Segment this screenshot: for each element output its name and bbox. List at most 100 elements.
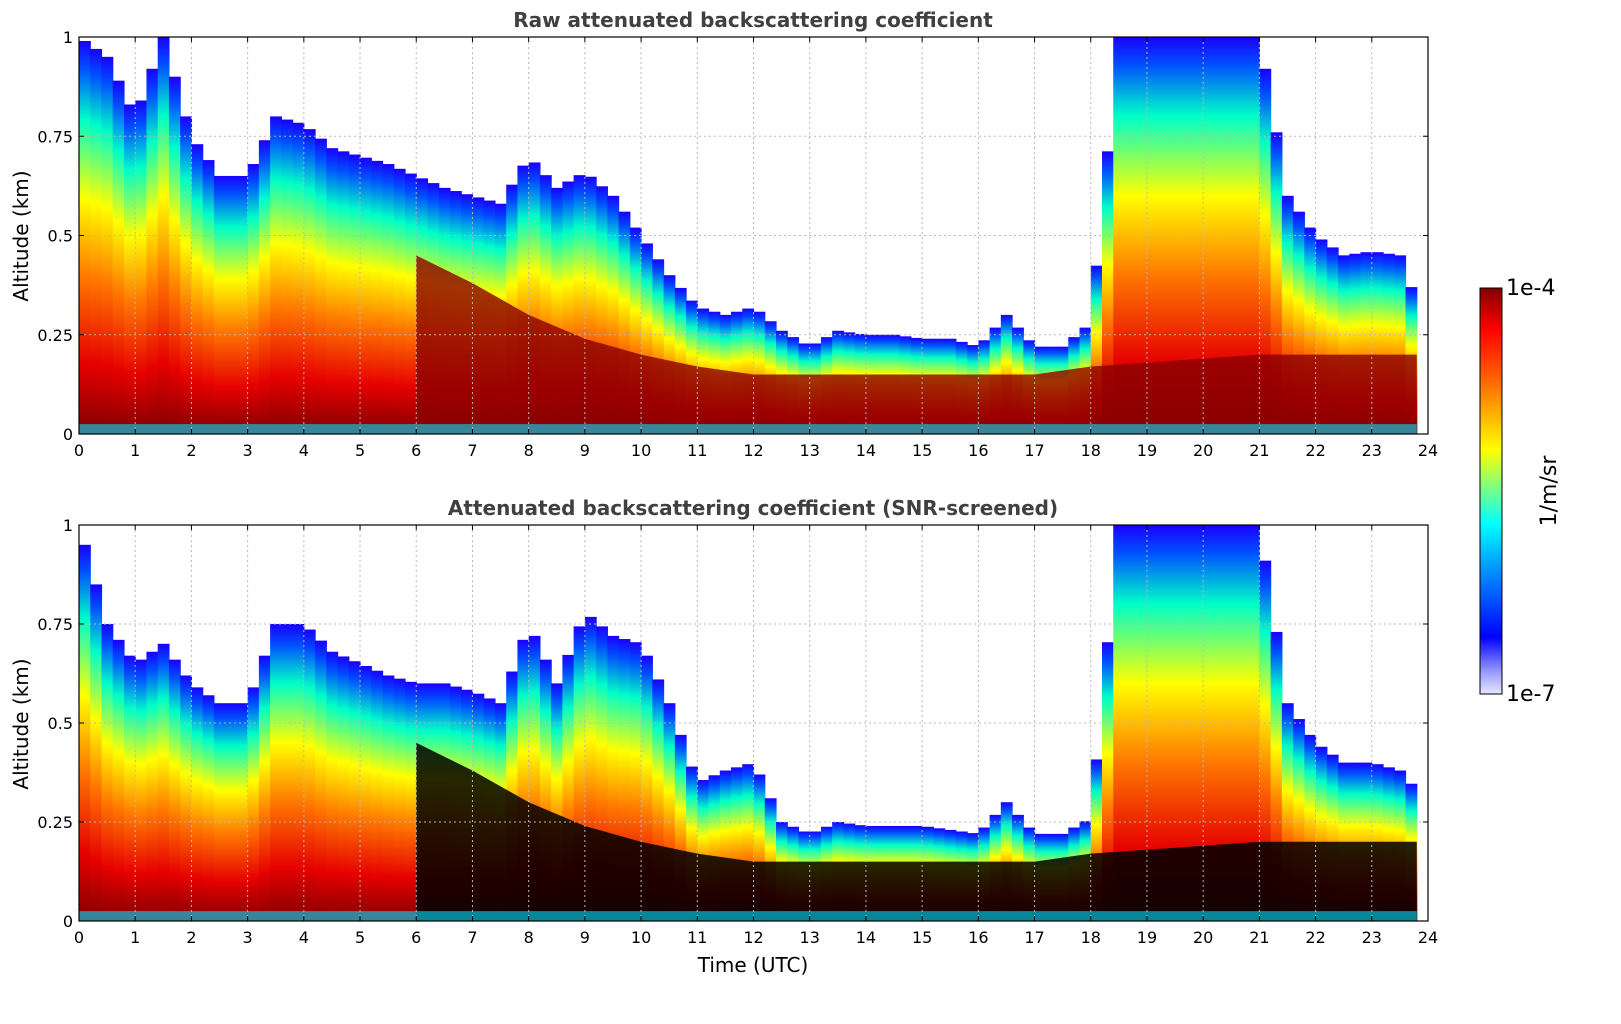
y-tick-label: 0.75: [37, 615, 73, 634]
backscatter-column: [1281, 703, 1294, 921]
x-tick-label: 11: [687, 928, 707, 947]
backscatter-column: [1349, 253, 1362, 434]
backscatter-column: [618, 639, 631, 921]
colorbar-gradient: [1479, 287, 1503, 695]
x-tick-label: 14: [856, 441, 876, 460]
backscatter-column: [708, 775, 721, 921]
backscatter-column: [405, 173, 417, 434]
y-tick-label: 0.5: [48, 714, 73, 733]
backscatter-column: [236, 703, 249, 921]
backscatter-column: [596, 626, 608, 921]
backscatter-column: [641, 243, 653, 434]
grid: [79, 525, 1428, 921]
backscatter-column: [686, 766, 698, 921]
x-tick-label: 20: [1193, 928, 1213, 947]
backscatter-column: [618, 211, 631, 434]
backscatter-column: [326, 651, 339, 921]
backscatter-column: [180, 675, 193, 921]
colorbar-max-label: 1e-4: [1506, 276, 1555, 301]
y-axis-label: Altitude (km): [9, 658, 33, 789]
backscatter-column: [562, 181, 575, 434]
backscatter-column: [123, 655, 136, 921]
backscatter-column: [315, 138, 327, 434]
backscatter-column: [202, 160, 215, 434]
x-tick-label: 0: [74, 441, 84, 460]
backscatter-column: [719, 770, 732, 921]
backscatter-column: [191, 687, 204, 921]
backscatter-column: [1236, 525, 1249, 921]
backscatter-column: [1281, 195, 1294, 434]
backscatter-column: [528, 162, 541, 434]
backscatter-column: [281, 624, 294, 921]
x-tick-label: 21: [1249, 441, 1269, 460]
surface-strip: [79, 911, 1417, 921]
backscatter-column: [742, 308, 755, 434]
backscatter-column: [157, 37, 170, 434]
backscatter-column: [551, 187, 563, 434]
colorbar-units-label: 1/m/sr: [1537, 455, 1562, 527]
backscatter-column: [1259, 560, 1272, 921]
y-tick-label: 0.75: [37, 127, 73, 146]
backscatter-column: [303, 629, 316, 921]
backscatter-column: [1101, 642, 1114, 921]
backscatter-column: [348, 154, 361, 434]
x-tick-label: 23: [1362, 928, 1382, 947]
raw-backscatter-panel: Raw attenuated backscattering coefficien…: [9, 8, 1438, 460]
backscatter-column: [1259, 68, 1272, 434]
backscatter-column: [528, 635, 541, 921]
x-tick-label: 10: [631, 441, 651, 460]
y-tick-label: 0.25: [37, 326, 73, 345]
backscatter-column: [348, 661, 361, 921]
backscatter-column: [674, 287, 687, 434]
backscatter-column: [213, 703, 226, 921]
backscatter-column: [663, 275, 676, 434]
x-tick-label: 1: [130, 928, 140, 947]
plot-area: 0 1 2 3 4 5 6 7 8 9 10 11 12 13 14 15 16 17 18 19 20 21 22 23 24…: [37, 516, 1438, 947]
y-tick-label: 1: [63, 516, 73, 535]
backscatter-column: [607, 635, 620, 921]
backscatter-column: [1146, 37, 1159, 434]
x-tick-label: 6: [411, 441, 421, 460]
backscatter-column: [1293, 211, 1305, 434]
backscatter-column: [753, 774, 766, 921]
backscatter-column: [731, 767, 743, 921]
backscatter-column: [1146, 525, 1159, 921]
backscatter-column: [168, 76, 181, 434]
backscatter-column: [135, 659, 148, 921]
backscatter-column: [1326, 247, 1339, 434]
backscatter-column: [90, 584, 103, 921]
panel-title: Attenuated backscattering coefficient (S…: [448, 496, 1058, 520]
x-tick-label: 4: [299, 928, 309, 947]
y-tick-label: 0: [63, 425, 73, 444]
backscatter-column: [112, 80, 125, 435]
x-tick-label: 12: [743, 441, 763, 460]
backscatter-column: [1304, 734, 1317, 921]
x-tick-label: 24: [1418, 928, 1438, 947]
backscatter-column: [79, 544, 91, 921]
snr-screened-layer: [416, 742, 1417, 921]
backscatter-column: [652, 679, 665, 921]
backscatter-column: [168, 659, 181, 921]
x-tick-label: 5: [355, 441, 365, 460]
backscatter-column: [225, 703, 237, 921]
backscatter-column: [1101, 151, 1114, 434]
backscatter-column: [674, 734, 687, 921]
backscatter-column: [1270, 132, 1283, 434]
backscatter-column: [393, 168, 406, 434]
x-tick-label: 17: [1024, 441, 1044, 460]
backscatter-column: [1180, 525, 1193, 921]
backscatter-column: [753, 311, 766, 434]
grid: [79, 37, 1428, 434]
backscatter-column: [1394, 255, 1407, 434]
x-tick-label: 9: [580, 441, 590, 460]
backscatter-column: [258, 140, 271, 434]
x-tick-label: 22: [1305, 928, 1325, 947]
backscatter-column: [551, 683, 563, 921]
backscatter-column: [1304, 227, 1317, 434]
backscatter-column: [123, 104, 136, 435]
backscatter-column: [135, 100, 148, 435]
x-tick-label: 13: [800, 441, 820, 460]
backscatter-column: [180, 116, 193, 435]
backscatter-column: [573, 626, 586, 921]
